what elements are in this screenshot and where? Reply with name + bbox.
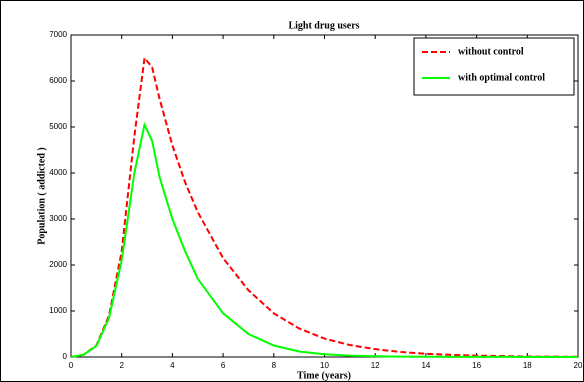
series-line bbox=[70, 55, 579, 358]
x-tick-label: 2 bbox=[119, 361, 124, 370]
x-tick-label: 14 bbox=[421, 361, 430, 370]
y-tick-label: 5000 bbox=[49, 122, 67, 131]
x-tick-label: 10 bbox=[320, 361, 329, 370]
x-tick-label: 20 bbox=[574, 361, 583, 370]
y-tick-label: 3000 bbox=[49, 214, 67, 223]
x-tick-label: 6 bbox=[221, 361, 226, 370]
x-axis-label: Time (years) bbox=[297, 370, 351, 381]
y-tick-label: 0 bbox=[63, 352, 68, 361]
x-tick-label: 18 bbox=[523, 361, 532, 370]
legend-label: with optimal control bbox=[458, 72, 545, 83]
y-tick-label: 1000 bbox=[49, 306, 67, 315]
x-tick-label: 0 bbox=[69, 361, 74, 370]
legend-box bbox=[413, 37, 575, 96]
legend-label: without control bbox=[458, 46, 524, 57]
x-tick-label: 12 bbox=[371, 361, 380, 370]
x-tick-label: 8 bbox=[272, 361, 277, 370]
y-tick-label: 2000 bbox=[49, 260, 67, 269]
x-tick-label: 4 bbox=[170, 361, 175, 370]
chart-title: Light drug users bbox=[288, 20, 359, 31]
y-tick-label: 6000 bbox=[49, 76, 67, 85]
y-axis-label: Population ( addicted ) bbox=[36, 147, 47, 245]
series-line bbox=[70, 121, 579, 358]
y-tick-label: 7000 bbox=[49, 30, 67, 39]
y-tick-label: 4000 bbox=[49, 168, 67, 177]
x-tick-label: 16 bbox=[472, 361, 481, 370]
